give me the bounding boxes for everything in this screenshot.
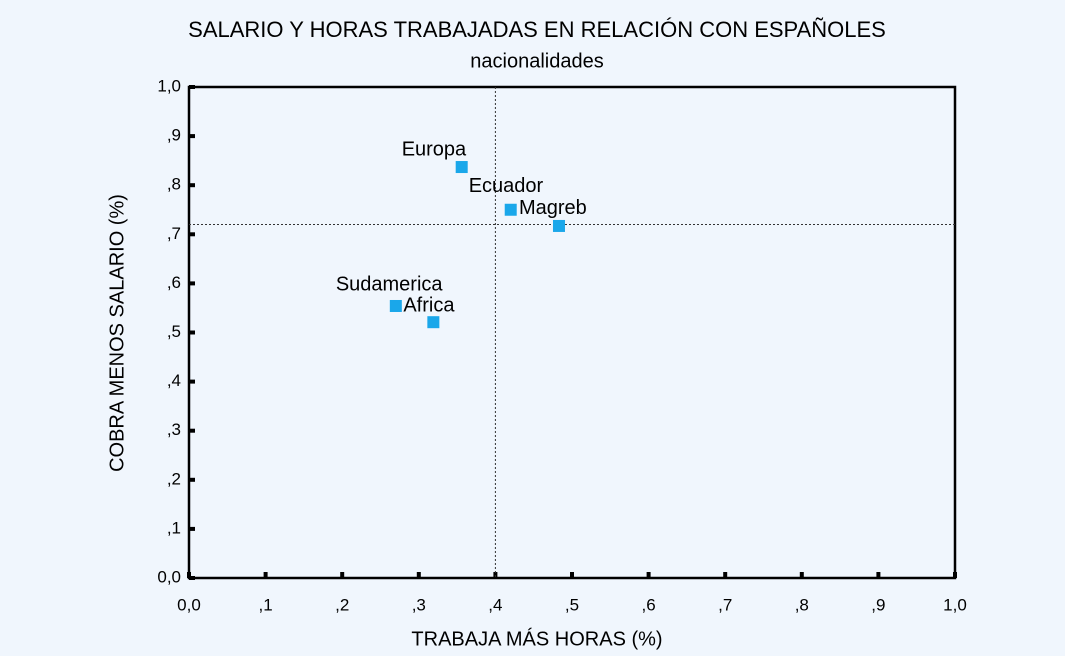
point [504,203,517,216]
y-tick-label: ,5 [167,322,181,341]
x-axis-label: TRABAJA MÁS HORAS (%) [411,627,662,650]
y-tick-label: ,1 [167,518,181,537]
x-tick-label: ,1 [259,595,273,614]
x-tick-label: ,9 [871,595,885,614]
y-tick-label: ,3 [167,420,181,439]
point-label: Sudamerica [336,273,444,295]
x-tick-label: ,6 [642,595,656,614]
x-tick-label: 1,0 [943,595,967,614]
x-tick-label: ,8 [795,595,809,614]
y-tick-label: ,6 [167,273,181,292]
y-tick-label: ,2 [167,469,181,488]
y-tick-label: ,9 [167,126,181,145]
y-tick-label: ,8 [167,175,181,194]
x-tick-label: 0,0 [177,595,201,614]
point [427,316,440,329]
y-tick-label: 0,0 [157,567,181,586]
plot-frame [187,85,957,580]
point [389,299,402,312]
point-label: Europa [402,138,467,160]
x-tick-label: ,3 [412,595,426,614]
x-tick-label: ,2 [335,595,349,614]
x-tick-label: ,4 [488,595,502,614]
point [455,161,468,174]
point [552,219,565,232]
y-tick-label: 1,0 [157,76,181,95]
chart-title: SALARIO Y HORAS TRABAJADAS EN RELACIÓN C… [188,17,886,42]
point-label: Magreb [519,197,587,219]
x-tick-label: ,5 [565,595,579,614]
chart-subtitle: nacionalidades [470,50,603,72]
y-tick-label: ,7 [167,224,181,243]
point-label: Ecuador [469,175,544,197]
point-label: Africa [403,294,455,316]
y-axis-label: COBRA MENOS SALARIO (%) [106,194,128,472]
x-tick-label: ,7 [718,595,732,614]
y-tick-label: ,4 [167,371,181,390]
